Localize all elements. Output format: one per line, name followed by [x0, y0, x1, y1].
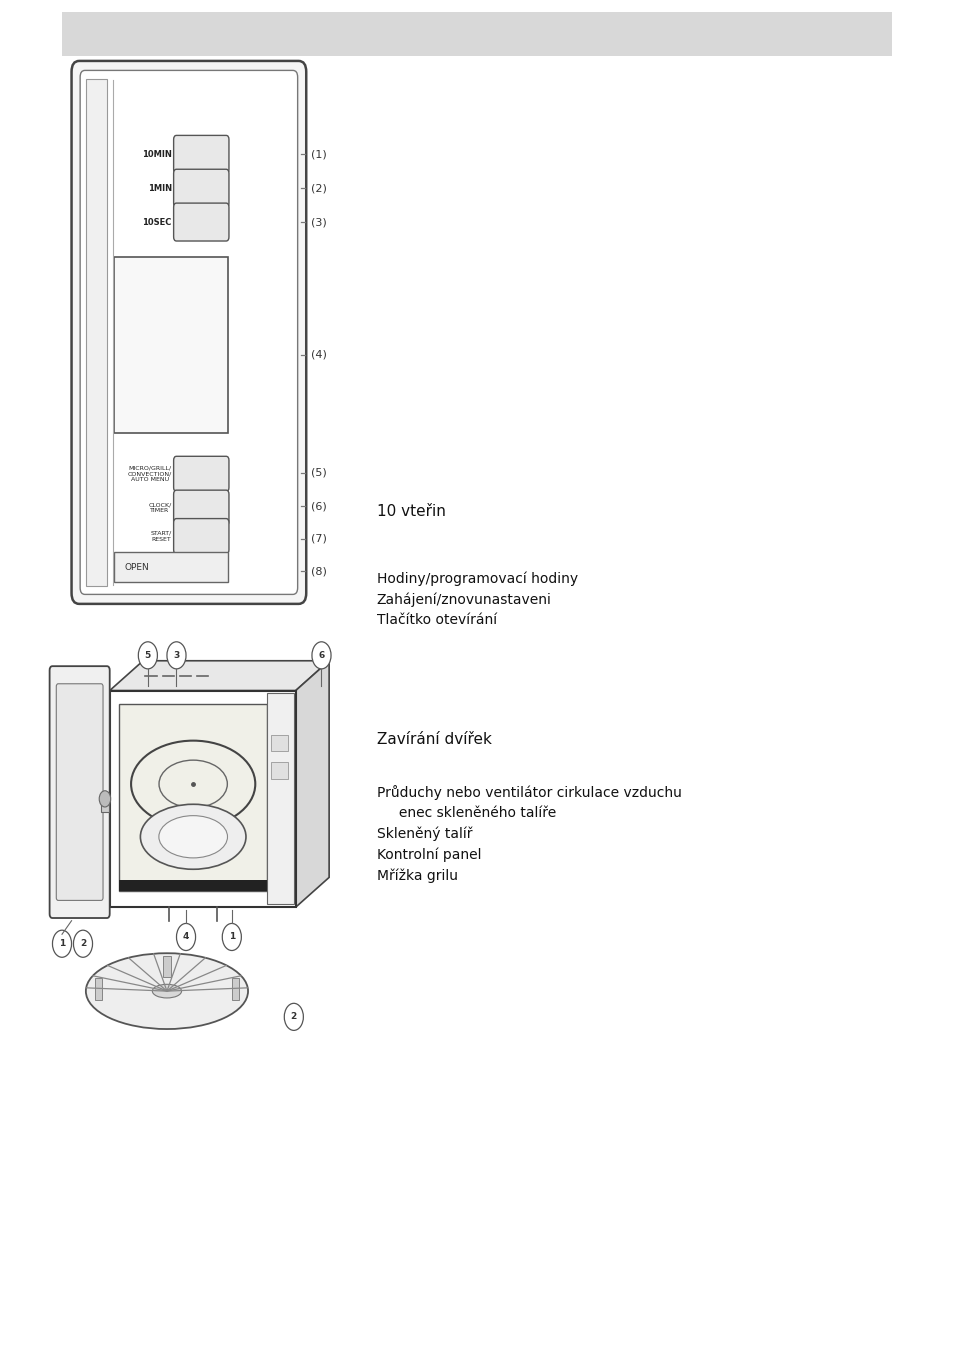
Text: 6: 6 — [318, 651, 324, 659]
FancyBboxPatch shape — [173, 490, 229, 525]
FancyBboxPatch shape — [50, 666, 110, 918]
Bar — [271, 762, 288, 779]
Bar — [114, 257, 228, 433]
Bar — [267, 693, 294, 904]
Bar — [62, 12, 891, 56]
Ellipse shape — [140, 804, 246, 869]
Text: 10 vteřin: 10 vteřin — [376, 504, 445, 520]
Bar — [110, 691, 295, 907]
Text: Hodiny/programovací hodiny
Zahájení/znovunastaveni
Tlačítko otevírání: Hodiny/programovací hodiny Zahájení/znov… — [376, 571, 578, 627]
Text: (8): (8) — [311, 566, 327, 577]
FancyBboxPatch shape — [173, 135, 229, 173]
FancyBboxPatch shape — [56, 684, 103, 900]
Text: (6): (6) — [311, 501, 327, 512]
FancyBboxPatch shape — [173, 519, 229, 554]
Circle shape — [167, 642, 186, 669]
Bar — [119, 704, 267, 891]
Text: CLOCK/
TIMER: CLOCK/ TIMER — [149, 502, 172, 513]
Text: OPEN: OPEN — [124, 563, 149, 571]
Bar — [94, 978, 102, 999]
Ellipse shape — [159, 815, 227, 858]
Text: (1): (1) — [311, 149, 327, 160]
Bar — [271, 735, 288, 751]
Text: (4): (4) — [311, 349, 327, 360]
Text: (7): (7) — [311, 533, 327, 544]
Polygon shape — [110, 661, 329, 691]
Circle shape — [138, 642, 157, 669]
Circle shape — [176, 923, 195, 951]
Ellipse shape — [86, 953, 248, 1029]
Text: Zavírání dvířek: Zavírání dvířek — [376, 731, 491, 747]
Text: 3: 3 — [173, 651, 179, 659]
Text: 1MIN: 1MIN — [148, 184, 172, 192]
Circle shape — [99, 791, 111, 807]
Text: 10MIN: 10MIN — [142, 150, 172, 158]
Circle shape — [222, 923, 241, 951]
FancyBboxPatch shape — [173, 203, 229, 241]
FancyBboxPatch shape — [80, 70, 297, 594]
Text: (5): (5) — [311, 467, 327, 478]
Circle shape — [73, 930, 92, 957]
FancyBboxPatch shape — [173, 456, 229, 492]
Circle shape — [284, 1003, 303, 1030]
Text: 2: 2 — [80, 940, 86, 948]
Bar — [119, 880, 267, 891]
Text: 10SEC: 10SEC — [142, 218, 172, 226]
Text: (3): (3) — [311, 217, 327, 227]
Text: 5: 5 — [145, 651, 151, 659]
Text: Průduchy nebo ventilátor cirkulace vzduchu
     enec skleněného talíře
Skleněný : Průduchy nebo ventilátor cirkulace vzduc… — [376, 785, 681, 883]
Circle shape — [312, 642, 331, 669]
Text: MICRO/GRILL/
CONVECTION/
AUTO MENU: MICRO/GRILL/ CONVECTION/ AUTO MENU — [128, 466, 172, 482]
Bar — [114, 552, 228, 582]
Bar — [101, 799, 109, 812]
Text: START/
RESET: START/ RESET — [151, 531, 172, 542]
Bar — [163, 956, 171, 978]
Text: 2: 2 — [291, 1013, 296, 1021]
Polygon shape — [295, 661, 329, 907]
Text: 1: 1 — [59, 940, 65, 948]
Circle shape — [52, 930, 71, 957]
FancyBboxPatch shape — [71, 61, 306, 604]
Text: (2): (2) — [311, 183, 327, 194]
Ellipse shape — [152, 984, 181, 998]
FancyBboxPatch shape — [173, 169, 229, 207]
Text: 4: 4 — [183, 933, 189, 941]
Bar — [232, 978, 239, 999]
Bar — [86, 79, 107, 586]
Text: 1: 1 — [229, 933, 234, 941]
